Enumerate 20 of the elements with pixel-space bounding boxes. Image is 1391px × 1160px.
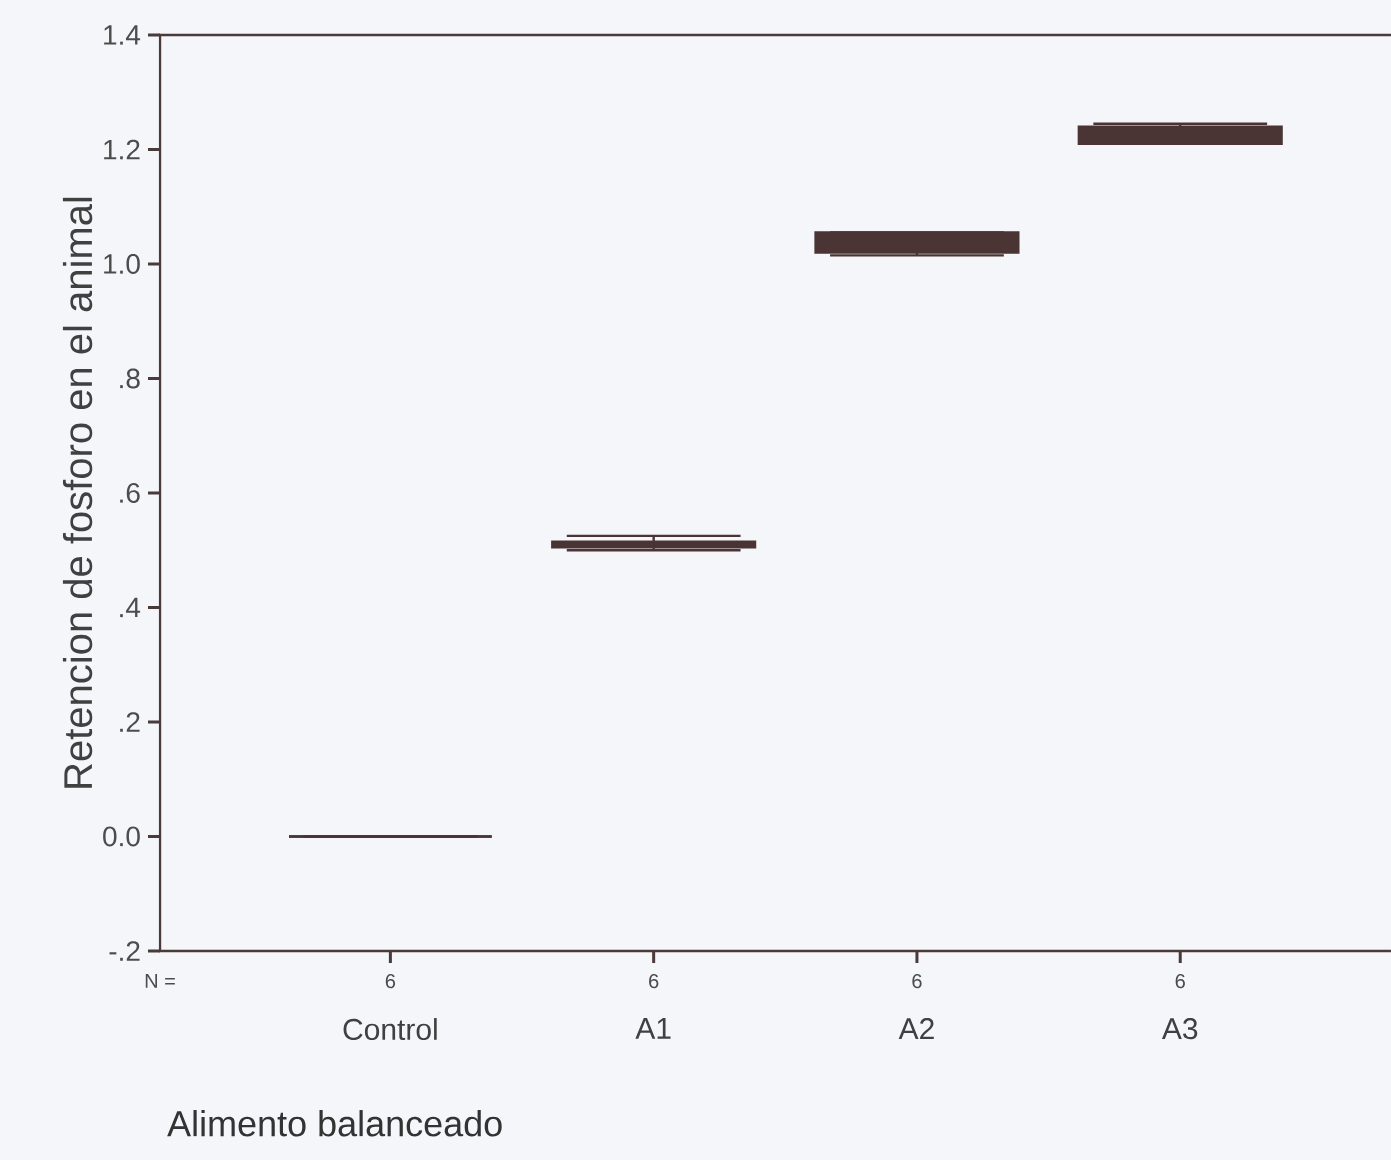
x-axis-title: Alimento balanceado xyxy=(167,1110,502,1137)
y-tick-label: 0.0 xyxy=(103,826,140,847)
y-tick-label: -.2 xyxy=(109,941,140,961)
y-tick-label: .8 xyxy=(120,368,140,389)
x-tick-label: A1 xyxy=(635,1018,671,1039)
text: 6 xyxy=(1175,974,1185,989)
y-tick-label: 1.0 xyxy=(104,254,140,274)
y-tick-label: .2 xyxy=(120,712,140,732)
y-axis-title: Retencion de fosforo en el animal xyxy=(62,197,93,788)
text: 6 xyxy=(912,974,922,989)
x-tick-label: Control xyxy=(343,1018,437,1041)
y-tick-label: .4 xyxy=(120,597,141,618)
text: N = xyxy=(145,974,175,988)
y-tick-label: 1.2 xyxy=(104,139,140,160)
x-tick-label: A3 xyxy=(1161,1018,1198,1040)
x-tick-label: A2 xyxy=(898,1018,934,1039)
y-tick-label: 1.4 xyxy=(104,25,141,45)
text: 6 xyxy=(649,974,659,989)
text: 6 xyxy=(385,974,396,989)
y-tick-label: .6 xyxy=(120,483,140,503)
